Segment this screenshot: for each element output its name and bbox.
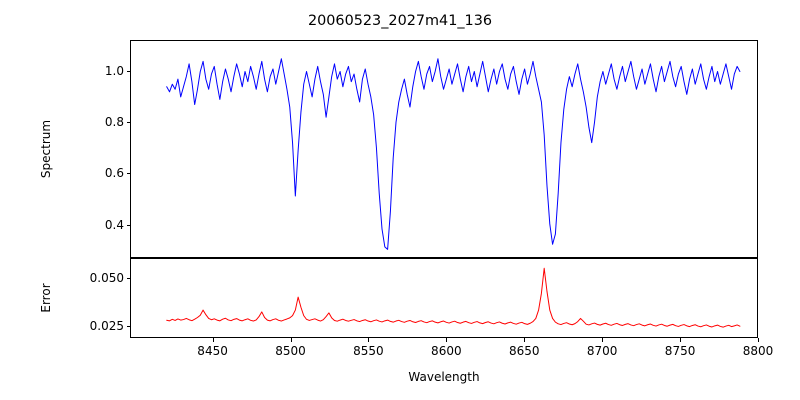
error-y-axis-label: Error [39,283,53,313]
error-plot-area[interactable] [130,258,758,338]
x-tick-label: 8800 [742,344,774,358]
x-tick-mark [212,338,214,342]
x-tick-mark [602,338,604,342]
error-y-tick-label: 0.025 [89,318,124,333]
spectrum-y-tick-label: 0.4 [104,217,124,232]
x-tick-label: 8550 [353,344,384,358]
figure-title: 20060523_2027m41_136 [307,13,493,29]
spectrum-y-tick-mark [126,224,130,226]
x-axis-label: Wavelength [408,370,480,384]
x-tick-mark [368,338,370,342]
x-tick-label: 8600 [431,344,462,358]
x-tick-label: 8700 [586,344,618,358]
x-tick-label: 8450 [197,344,228,358]
x-tick-mark [680,338,682,342]
error-line-series [166,267,741,328]
spectrum-y-axis-label: Spectrum [39,119,53,179]
error-y-tick-label: 0.050 [89,271,124,285]
spectrum-y-tick-label: 0.8 [104,115,124,130]
x-tick-mark [524,338,526,342]
x-tick-label: 8750 [664,344,696,358]
spectrum-y-tick-label: 1.0 [104,63,124,78]
x-tick-label: 8650 [508,344,540,358]
x-tick-mark [758,338,759,342]
x-tick-mark [446,338,448,342]
error-y-tick-mark [126,325,130,327]
x-tick-mark [290,338,292,342]
spectrum-y-tick-mark [126,70,130,72]
spectrum-plot-area[interactable] [130,40,758,258]
spectrum-line-series [166,58,741,250]
spectrum-y-tick-label: 0.6 [104,166,124,181]
error-y-tick-mark [126,278,130,279]
spectrum-y-tick-mark [126,173,130,175]
x-tick-label: 8500 [275,344,306,358]
spectrum-y-tick-mark [126,122,130,124]
